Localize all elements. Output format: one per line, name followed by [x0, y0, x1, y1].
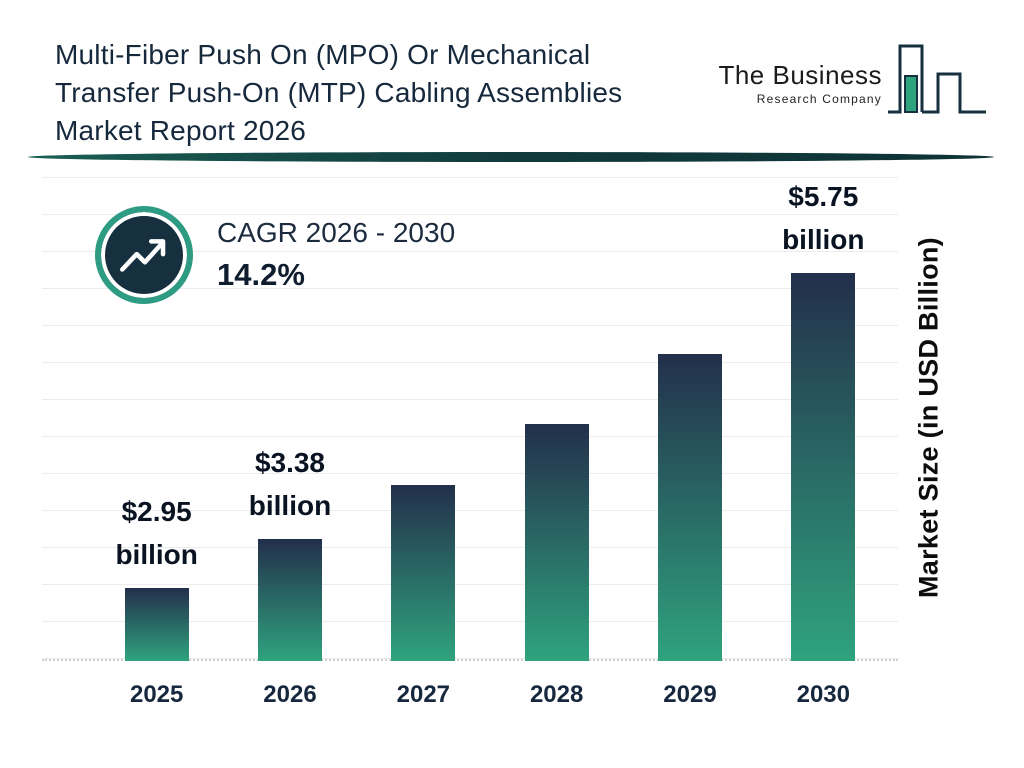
- company-subname: Research Company: [756, 92, 882, 106]
- page-title: Multi-Fiber Push On (MPO) Or Mechanical …: [55, 36, 622, 150]
- cagr-badge: CAGR 2026 - 2030 14.2%: [95, 206, 455, 304]
- x-tick-label: 2025: [129, 681, 184, 708]
- bar: [124, 588, 189, 661]
- bar: [791, 273, 856, 661]
- x-tick-label: 2030: [796, 681, 850, 708]
- x-tick-label: 2026: [263, 681, 317, 708]
- bar-value-label: $3.38 billion: [248, 447, 332, 521]
- bar-column: $3.38 billion 2026: [223, 171, 356, 708]
- x-tick-label: 2028: [529, 681, 584, 708]
- page-title-line-3: Market Report 2026: [55, 115, 307, 146]
- divider-swoosh: [28, 152, 994, 162]
- company-logo-text: The Business Research Company: [718, 60, 882, 120]
- company-logo: The Business Research Company: [718, 40, 988, 120]
- cagr-text: CAGR 2026 - 2030 14.2%: [217, 217, 455, 293]
- bar-column: $2.95 billion 2025: [90, 171, 223, 708]
- cagr-value: 14.2%: [217, 257, 305, 292]
- company-name: The Business: [718, 60, 882, 90]
- x-tick-label: 2027: [396, 681, 451, 708]
- x-tick-label: 2029: [663, 681, 717, 708]
- page-title-line-1: Multi-Fiber Push On (MPO) Or Mechanical: [55, 39, 591, 70]
- bar-chart: $2.95 billion 2025 $3.38 billion 2026 2027 2028…: [90, 171, 890, 708]
- bar-value-label: $5.75 billion: [782, 181, 865, 255]
- bar-value-label: $2.95 billion: [115, 496, 198, 570]
- bar: [391, 485, 456, 661]
- bar-column: 2029: [623, 171, 756, 708]
- bar: [524, 424, 589, 661]
- bar: [657, 354, 722, 661]
- bar: [257, 539, 322, 661]
- cagr-label: CAGR 2026 - 2030: [217, 217, 456, 248]
- trending-up-arrow-icon: [95, 206, 193, 304]
- bar-column: $5.75 billion 2030: [757, 171, 890, 708]
- page-title-line-2: Transfer Push-On (MTP) Cabling Assemblie…: [55, 77, 623, 108]
- bar-column: 2027: [357, 171, 490, 708]
- bar-chart-icon: [888, 44, 986, 114]
- bar-column: 2028: [490, 171, 623, 708]
